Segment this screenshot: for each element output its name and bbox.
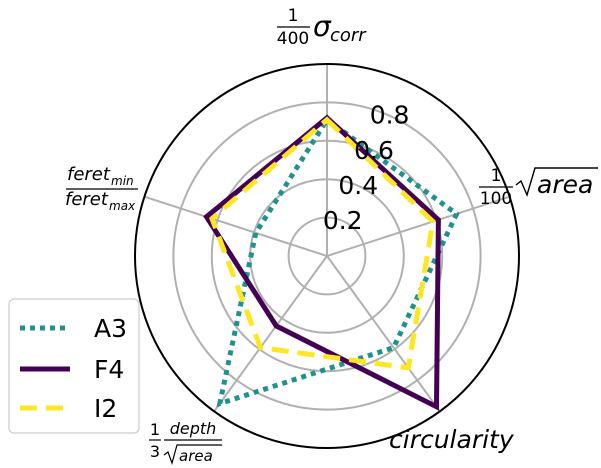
series-line-i2 <box>209 116 436 371</box>
legend-label-a3: A3 <box>94 314 127 343</box>
svg-text:min: min <box>111 174 134 188</box>
svg-text:400: 400 <box>277 29 309 49</box>
tick-layer: 0.2 0.4 0.6 0.8 <box>323 101 410 235</box>
svg-text:area: area <box>179 447 213 465</box>
svg-text:σ: σ <box>313 10 332 43</box>
svg-text:3: 3 <box>150 442 160 461</box>
spoke-circularity <box>326 255 441 412</box>
svg-text:1: 1 <box>150 420 160 439</box>
outer-frame <box>134 63 520 449</box>
r-tick-label: 0.8 <box>370 101 410 130</box>
r-tick-label: 0.6 <box>354 136 394 165</box>
series-line-f4 <box>203 114 441 411</box>
svg-text:feret: feret <box>67 164 111 185</box>
axis-label-sigma: 1 400 σ corr <box>277 6 368 49</box>
svg-text:corr: corr <box>330 25 367 46</box>
axis-label-area: 1 100 area <box>479 166 598 209</box>
legend-frame <box>8 298 140 434</box>
legend: A3 F4 I2 <box>8 298 140 434</box>
legend-label-f4: F4 <box>94 355 124 384</box>
spoke-area <box>326 195 510 257</box>
r-tick-label: 0.4 <box>338 171 378 200</box>
spoke-depth <box>213 255 328 412</box>
svg-text:1: 1 <box>491 166 502 186</box>
axis-label-feret: feret min feret max <box>65 164 138 213</box>
grid-layer <box>134 63 520 449</box>
axis-label-depth: 1 3 depth area <box>149 419 222 465</box>
svg-text:area: area <box>537 170 593 199</box>
svg-text:max: max <box>109 199 136 213</box>
svg-text:depth: depth <box>170 419 217 438</box>
spoke-feret <box>144 195 328 257</box>
series-line-a3 <box>216 116 460 408</box>
legend-label-i2: I2 <box>94 394 117 423</box>
r-tick-label: 0.2 <box>323 206 363 235</box>
axis-label-circularity: circularity <box>389 425 515 454</box>
series-layer <box>203 114 460 411</box>
svg-text:feret: feret <box>65 189 109 210</box>
svg-text:1: 1 <box>288 6 299 26</box>
svg-text:100: 100 <box>480 189 512 209</box>
